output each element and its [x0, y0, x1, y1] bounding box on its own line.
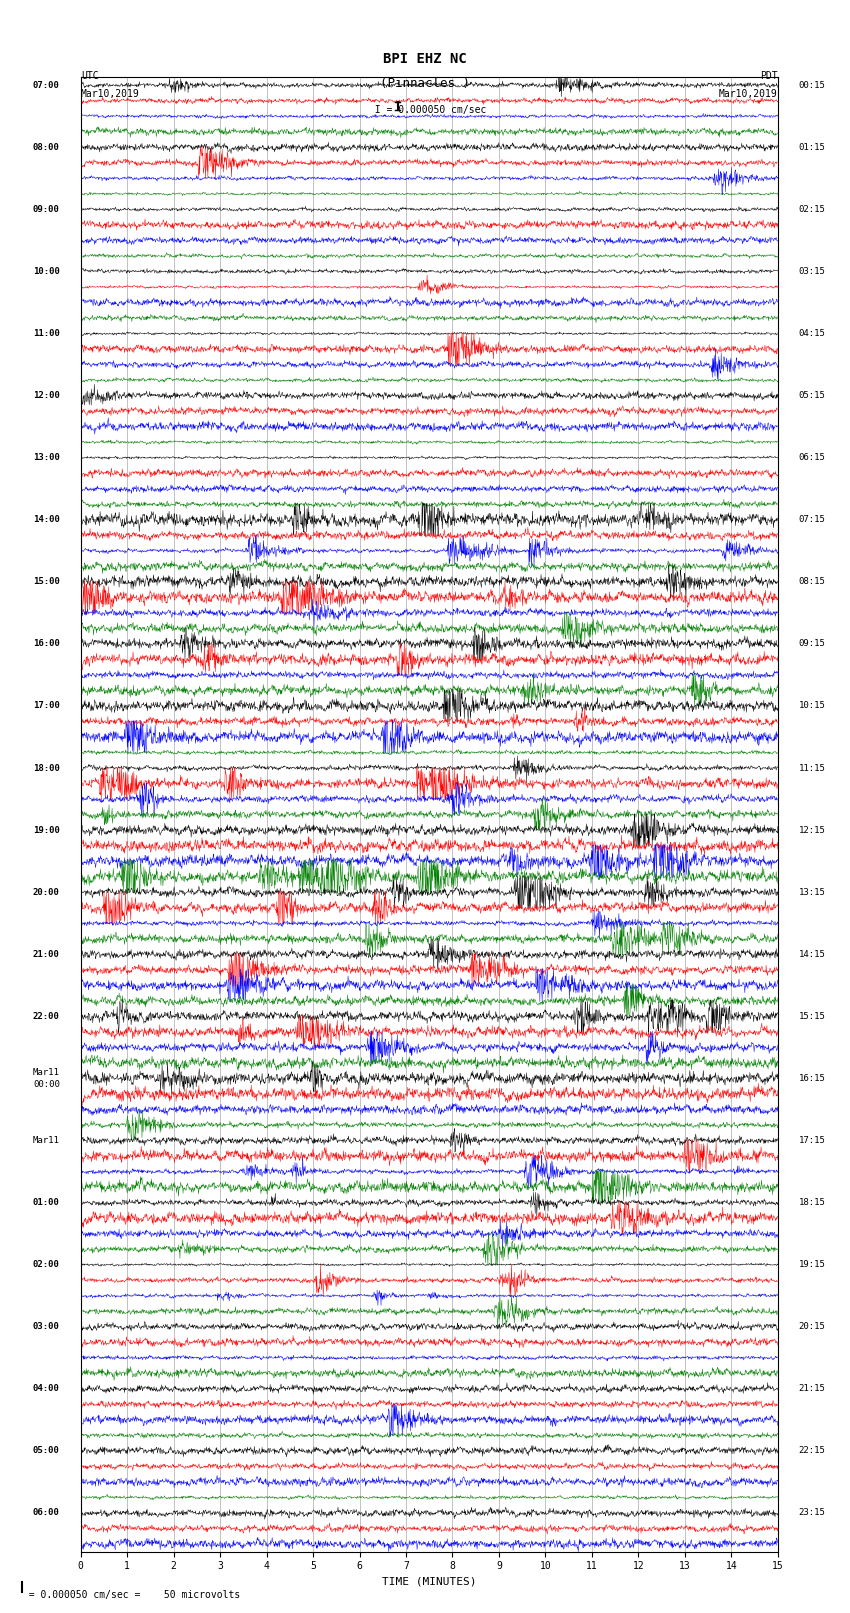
Text: 05:00: 05:00 [33, 1447, 60, 1455]
Text: UTC: UTC [81, 71, 99, 81]
Text: 13:00: 13:00 [33, 453, 60, 463]
Text: 17:00: 17:00 [33, 702, 60, 710]
Text: 19:00: 19:00 [33, 826, 60, 834]
Text: Mar10,2019: Mar10,2019 [81, 89, 139, 98]
Text: 16:00: 16:00 [33, 639, 60, 648]
Text: I = 0.000050 cm/sec: I = 0.000050 cm/sec [363, 105, 487, 115]
Text: 06:15: 06:15 [799, 453, 825, 463]
Text: 10:00: 10:00 [33, 266, 60, 276]
Text: 20:15: 20:15 [799, 1323, 825, 1331]
Text: PDT: PDT [760, 71, 778, 81]
Text: 21:00: 21:00 [33, 950, 60, 958]
Text: 01:00: 01:00 [33, 1198, 60, 1207]
Text: 14:00: 14:00 [33, 515, 60, 524]
Text: 03:15: 03:15 [799, 266, 825, 276]
Text: 02:15: 02:15 [799, 205, 825, 215]
Text: 22:00: 22:00 [33, 1011, 60, 1021]
Text: 12:00: 12:00 [33, 390, 60, 400]
Text: 12:15: 12:15 [799, 826, 825, 834]
Text: 13:15: 13:15 [799, 887, 825, 897]
Text: 08:00: 08:00 [33, 144, 60, 152]
Text: 15:00: 15:00 [33, 577, 60, 586]
Text: 16:15: 16:15 [799, 1074, 825, 1082]
Text: 01:15: 01:15 [799, 144, 825, 152]
Text: 08:15: 08:15 [799, 577, 825, 586]
Text: 00:00: 00:00 [33, 1081, 60, 1089]
Text: 07:00: 07:00 [33, 81, 60, 90]
Text: 03:00: 03:00 [33, 1323, 60, 1331]
Text: Mar11: Mar11 [33, 1068, 60, 1077]
Text: 04:00: 04:00 [33, 1384, 60, 1394]
Text: 17:15: 17:15 [799, 1136, 825, 1145]
Text: 23:15: 23:15 [799, 1508, 825, 1518]
Text: 14:15: 14:15 [799, 950, 825, 958]
Text: 07:15: 07:15 [799, 515, 825, 524]
Text: 10:15: 10:15 [799, 702, 825, 710]
Text: 15:15: 15:15 [799, 1011, 825, 1021]
Text: Mar10,2019: Mar10,2019 [719, 89, 778, 98]
Text: 11:00: 11:00 [33, 329, 60, 339]
Text: 09:15: 09:15 [799, 639, 825, 648]
Text: 22:15: 22:15 [799, 1447, 825, 1455]
Text: 21:15: 21:15 [799, 1384, 825, 1394]
Text: 18:00: 18:00 [33, 763, 60, 773]
Text: (Pinnacles ): (Pinnacles ) [380, 77, 470, 90]
Text: 19:15: 19:15 [799, 1260, 825, 1269]
Text: 00:15: 00:15 [799, 81, 825, 90]
Text: 09:00: 09:00 [33, 205, 60, 215]
Text: Mar11: Mar11 [33, 1136, 60, 1145]
Text: 18:15: 18:15 [799, 1198, 825, 1207]
Text: 06:00: 06:00 [33, 1508, 60, 1518]
Text: = 0.000050 cm/sec =    50 microvolts: = 0.000050 cm/sec = 50 microvolts [17, 1590, 241, 1600]
X-axis label: TIME (MINUTES): TIME (MINUTES) [382, 1578, 477, 1587]
Text: 02:00: 02:00 [33, 1260, 60, 1269]
Text: 11:15: 11:15 [799, 763, 825, 773]
Text: 04:15: 04:15 [799, 329, 825, 339]
Text: BPI EHZ NC: BPI EHZ NC [383, 52, 467, 66]
Text: 20:00: 20:00 [33, 887, 60, 897]
Text: 05:15: 05:15 [799, 390, 825, 400]
